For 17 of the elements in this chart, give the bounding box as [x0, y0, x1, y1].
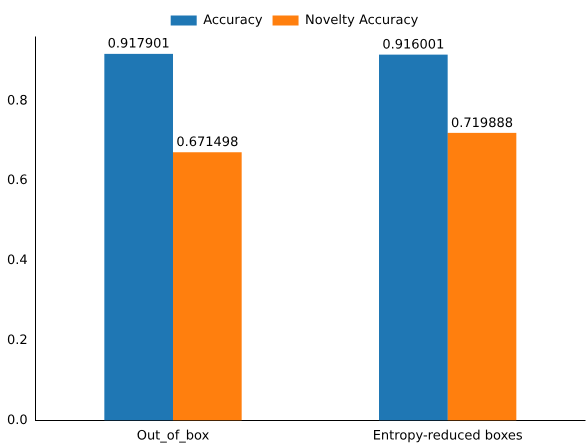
y-tick-label: 0.4: [6, 253, 28, 268]
x-tick-label: Entropy-reduced boxes: [372, 428, 523, 444]
legend-label: Accuracy: [203, 12, 263, 28]
y-tick-label: 0.2: [6, 332, 28, 348]
y-tick-label: 0.0: [6, 412, 28, 428]
bar: [379, 54, 448, 420]
y-tick-label: 0.6: [6, 173, 28, 188]
x-tick-label: Out_of_box: [136, 428, 210, 444]
data-label: 0.916001: [382, 37, 444, 52]
legend-label: Novelty Accuracy: [305, 12, 419, 28]
bar: [448, 132, 516, 420]
data-label: 0.719888: [450, 116, 514, 131]
bar: [173, 152, 242, 420]
bar: [104, 54, 174, 420]
data-label: 0.671498: [176, 135, 238, 150]
y-tick-label: 0.8: [6, 93, 28, 108]
data-label: 0.917901: [108, 36, 170, 52]
